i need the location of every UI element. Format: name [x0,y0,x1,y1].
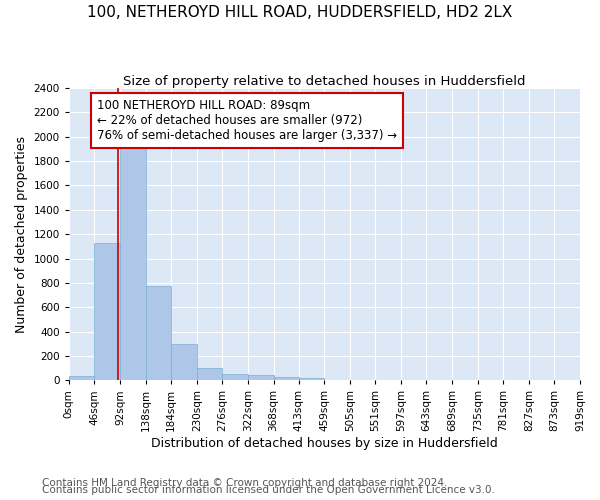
Bar [223,374,248,380]
Text: 100 NETHEROYD HILL ROAD: 89sqm
← 22% of detached houses are smaller (972)
76% of: 100 NETHEROYD HILL ROAD: 89sqm ← 22% of … [97,99,397,142]
Text: 100, NETHEROYD HILL ROAD, HUDDERSFIELD, HD2 2LX: 100, NETHEROYD HILL ROAD, HUDDERSFIELD, … [88,5,512,20]
X-axis label: Distribution of detached houses by size in Huddersfield: Distribution of detached houses by size … [151,437,498,450]
Text: Contains HM Land Registry data © Crown copyright and database right 2024.: Contains HM Land Registry data © Crown c… [42,478,448,488]
Bar [197,368,223,380]
Bar [120,143,146,380]
Bar [146,286,171,380]
Bar [171,344,197,381]
Bar [299,378,324,380]
Y-axis label: Number of detached properties: Number of detached properties [15,136,28,332]
Bar [248,376,274,380]
Text: Contains public sector information licensed under the Open Government Licence v3: Contains public sector information licen… [42,485,495,495]
Bar [69,376,94,380]
Bar [274,377,299,380]
Bar [94,242,120,380]
Title: Size of property relative to detached houses in Huddersfield: Size of property relative to detached ho… [123,75,526,88]
